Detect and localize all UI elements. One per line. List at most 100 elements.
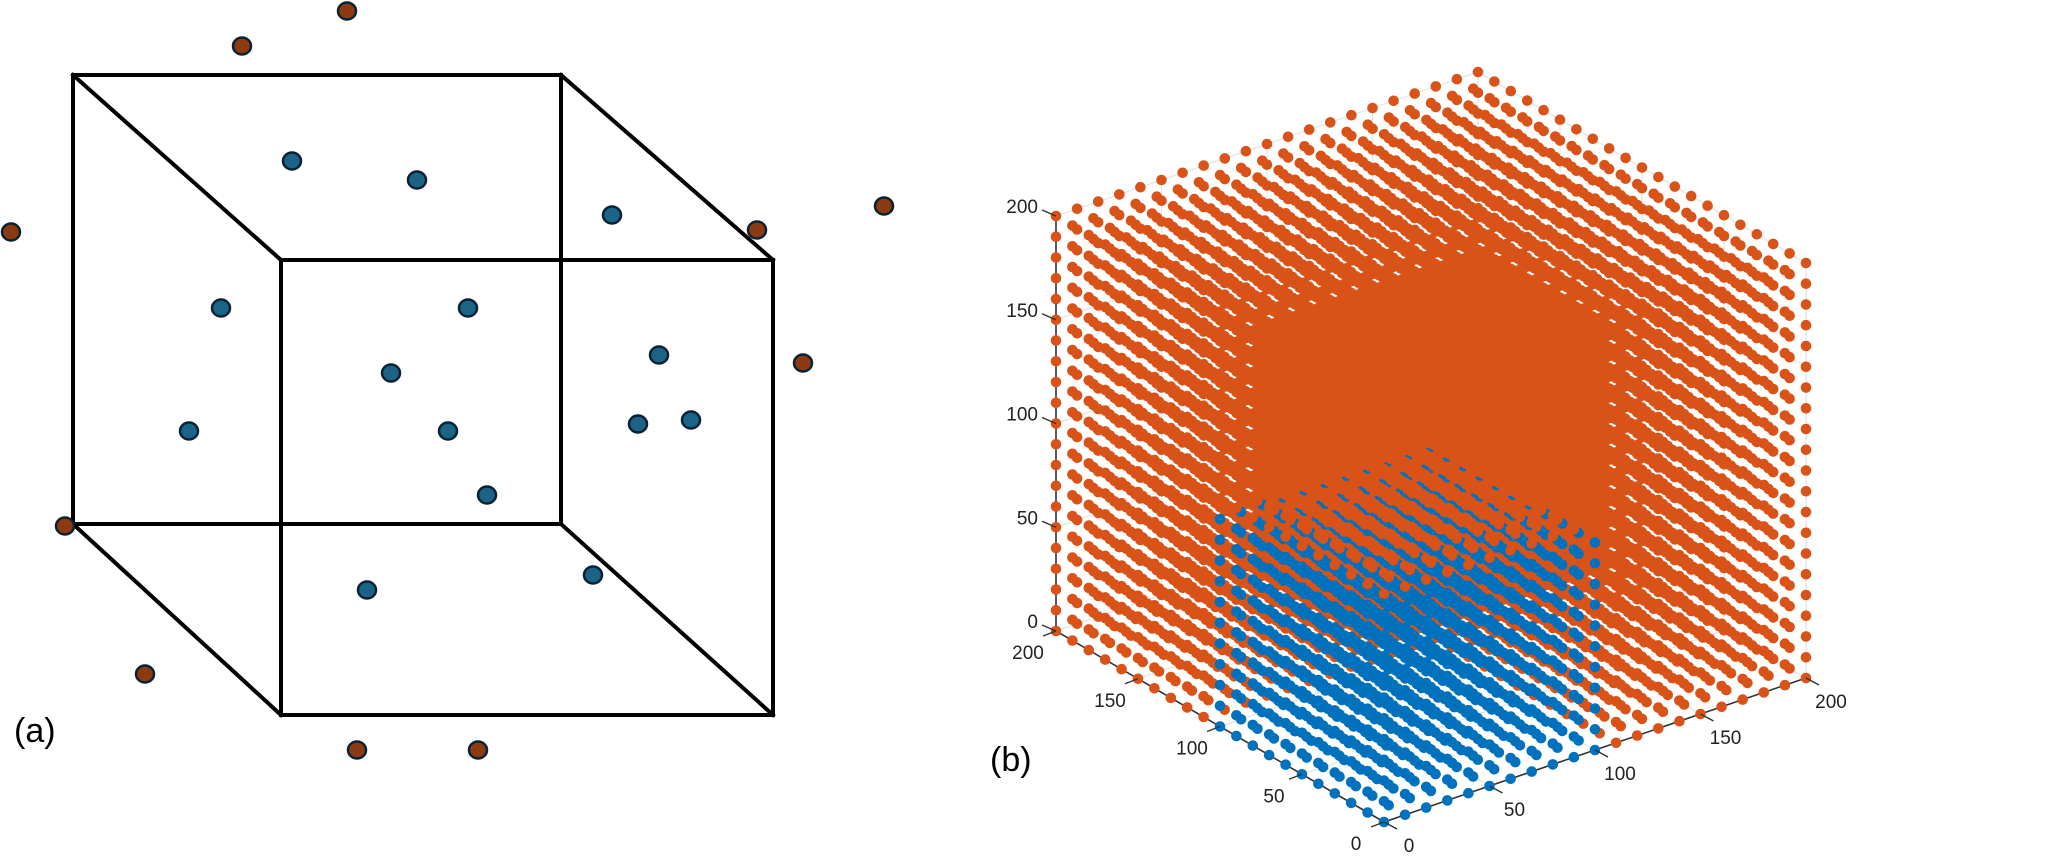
outside-point: [746, 220, 768, 240]
data-point-outside: [1758, 666, 1770, 677]
data-point-outside: [1198, 607, 1209, 619]
data-point-outside: [1116, 580, 1127, 592]
data-point-inside: [1547, 717, 1559, 729]
data-point-outside: [1067, 531, 1078, 543]
data-point-outside: [1800, 589, 1812, 601]
data-point-outside: [1653, 619, 1664, 630]
data-point-inside: [1214, 659, 1226, 670]
data-point-outside: [1800, 548, 1812, 559]
data-point-outside: [1779, 576, 1791, 587]
data-point-outside: [1800, 610, 1812, 622]
data-point-outside: [1695, 688, 1706, 699]
data-point-outside: [1610, 675, 1622, 686]
data-point-outside: [1099, 529, 1111, 541]
data-point-outside: [1099, 592, 1111, 603]
data-point-outside: [1083, 458, 1095, 469]
data-point-outside: [1165, 568, 1177, 579]
data-point-outside: [1779, 659, 1791, 670]
outside-point: [231, 36, 253, 56]
data-point-outside: [1099, 654, 1111, 665]
data-point-outside: [1181, 660, 1193, 672]
data-point-outside: [1505, 85, 1517, 97]
data-point-outside: [1067, 427, 1078, 439]
data-point-outside: [1198, 690, 1209, 702]
data-point-outside: [1132, 652, 1144, 664]
data-point-inside: [1263, 729, 1275, 740]
data-point-outside: [1116, 601, 1127, 613]
data-point-outside: [1631, 668, 1643, 679]
data-point-outside: [1067, 448, 1078, 460]
data-point-outside: [1149, 517, 1160, 528]
data-point-outside: [1149, 641, 1160, 653]
data-point-outside: [1716, 701, 1727, 713]
data-point-outside: [1149, 579, 1160, 590]
data-point-outside: [1116, 643, 1127, 654]
data-point-outside: [1181, 681, 1193, 692]
data-point-outside: [1067, 573, 1078, 584]
inside-point: [582, 565, 604, 585]
data-point-inside: [1313, 778, 1324, 790]
data-point-outside: [1610, 716, 1622, 728]
cube-connecting-edge: [70, 521, 284, 718]
outside-point: [134, 664, 156, 684]
data-point-outside: [1181, 577, 1193, 589]
data-point-outside: [1099, 446, 1111, 458]
data-point-inside: [1214, 638, 1226, 649]
data-point-outside: [1716, 618, 1727, 630]
data-point-outside: [1083, 478, 1095, 490]
data-point-outside: [1674, 653, 1685, 665]
data-point-outside: [1050, 376, 1062, 388]
data-point-inside: [1263, 708, 1275, 719]
data-point-outside: [1149, 620, 1160, 632]
data-point-inside: [1263, 749, 1275, 761]
data-point-outside: [1779, 513, 1791, 525]
data-point-outside: [1779, 534, 1791, 546]
outside-point: [0, 222, 22, 242]
data-point-outside: [1050, 584, 1062, 595]
cube-connecting-edge: [558, 72, 776, 263]
inside-point: [281, 151, 303, 171]
data-point-outside: [1132, 569, 1144, 581]
data-point-outside: [1779, 638, 1791, 649]
inside-point: [356, 580, 378, 600]
data-point-outside: [1083, 499, 1095, 511]
data-point-inside: [1505, 752, 1516, 764]
data-point-inside: [1484, 760, 1495, 771]
data-point-inside: [1329, 788, 1341, 799]
data-point-outside: [1132, 549, 1144, 560]
data-point-outside: [1181, 619, 1193, 630]
data-point-outside: [1631, 709, 1643, 721]
data-point-outside: [1758, 541, 1770, 553]
data-point-inside: [1231, 710, 1242, 721]
data-point-outside: [1067, 510, 1078, 522]
data-point-outside: [1737, 549, 1748, 560]
data-point-outside: [1779, 679, 1791, 691]
data-point-outside: [1050, 605, 1062, 616]
data-point-outside: [1083, 624, 1095, 635]
data-point-outside: [1737, 569, 1748, 581]
inside-point: [380, 363, 402, 383]
data-point-inside: [1568, 710, 1580, 721]
inside-point: [437, 421, 459, 441]
data-point-inside: [1589, 682, 1601, 694]
data-point-outside: [1758, 583, 1770, 594]
data-point-outside: [1083, 582, 1095, 594]
data-point-outside: [1737, 694, 1748, 705]
data-point-inside: [1547, 738, 1559, 749]
data-point-outside: [1198, 628, 1209, 640]
data-point-outside: [1631, 647, 1643, 658]
data-point-inside: [1589, 703, 1601, 714]
data-point-outside: [1653, 723, 1664, 734]
data-point-outside: [1198, 670, 1209, 681]
data-point-inside: [1231, 689, 1242, 700]
data-point-outside: [1463, 100, 1474, 111]
data-point-outside: [1388, 95, 1399, 107]
data-point-outside: [1099, 488, 1111, 499]
data-point-outside: [1067, 469, 1078, 480]
data-point-outside: [1149, 558, 1160, 570]
data-point-inside: [1247, 698, 1259, 710]
data-point-outside: [1067, 490, 1078, 501]
data-point-outside: [1779, 617, 1791, 629]
panel-a-diagram: [0, 1, 895, 760]
data-point-outside: [1758, 624, 1770, 636]
